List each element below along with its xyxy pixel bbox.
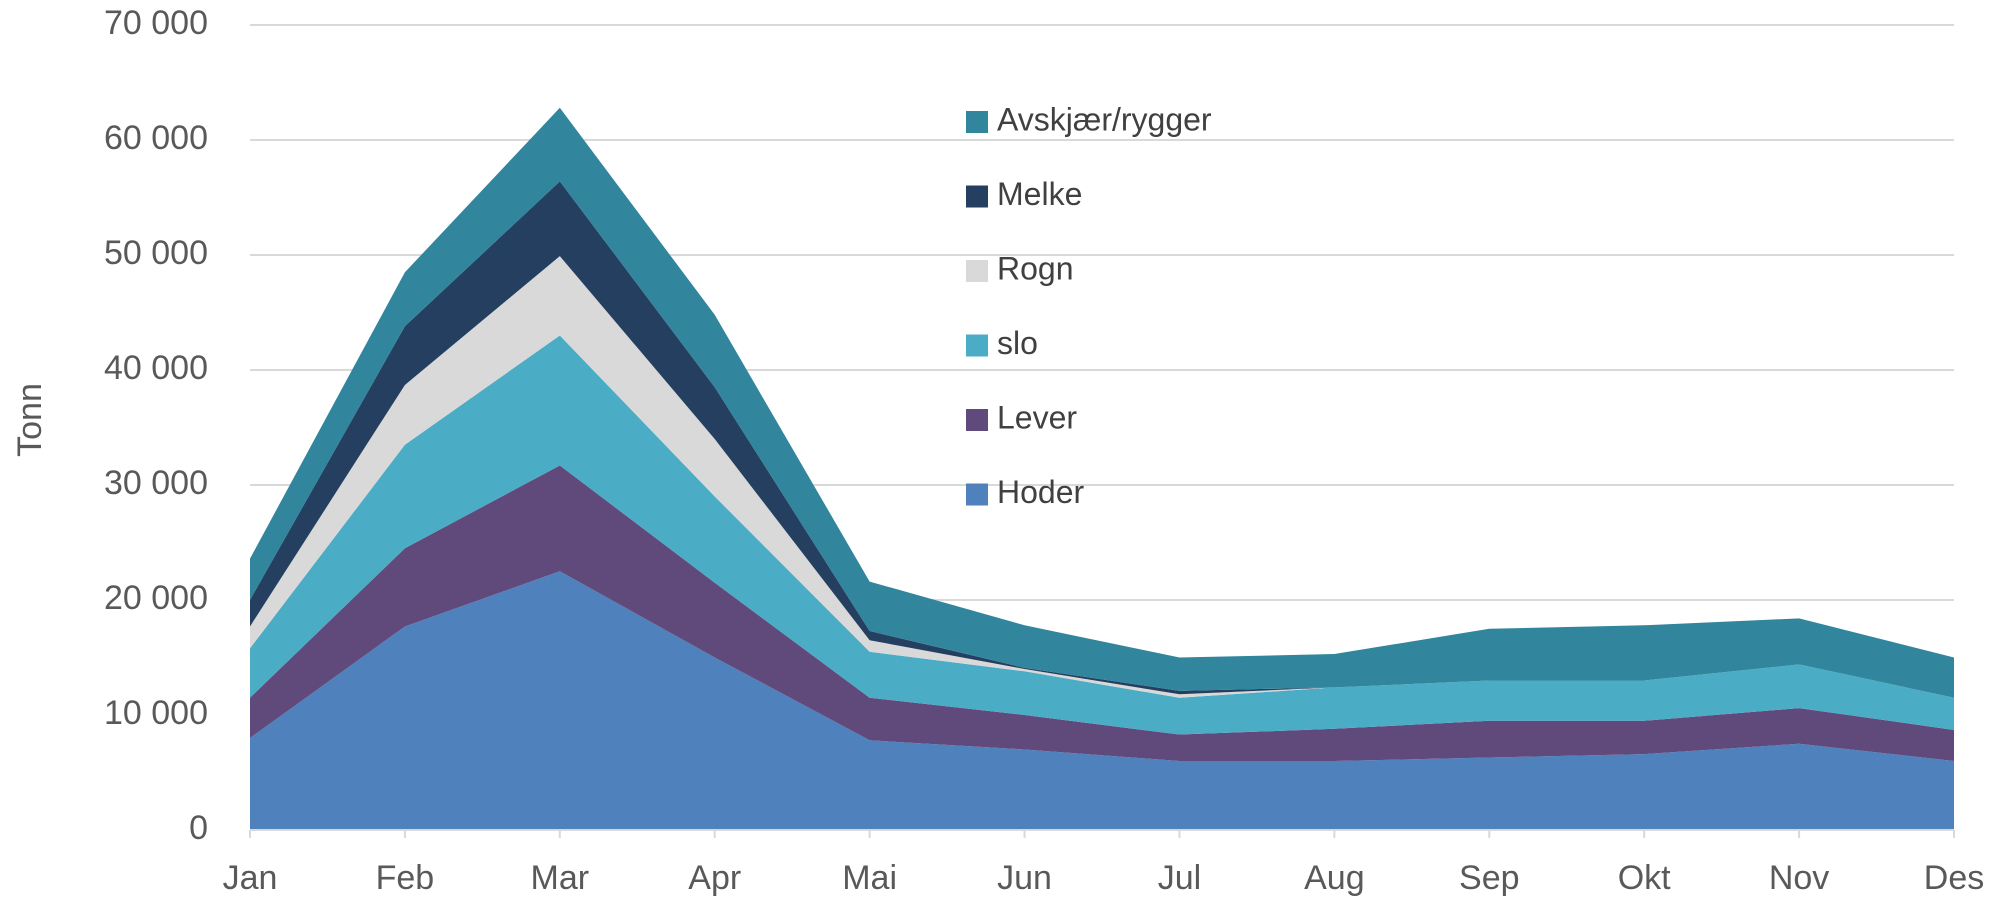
legend-swatch <box>966 483 988 506</box>
x-tick-label: Mai <box>842 859 897 897</box>
y-tick-label: 60 000 <box>104 119 208 157</box>
legend-label: slo <box>997 325 1038 361</box>
x-tick-label: Jan <box>223 859 278 897</box>
y-tick-label: 10 000 <box>104 694 208 732</box>
y-axis-label: Tonn <box>11 383 49 457</box>
x-tick-label: Feb <box>376 859 435 897</box>
legend-swatch <box>966 409 988 431</box>
legend-label: Melke <box>997 176 1082 212</box>
x-tick-label: Sep <box>1459 859 1520 897</box>
x-tick-label: Jun <box>997 859 1052 897</box>
legend-label: Avskjær/rygger <box>997 101 1212 137</box>
legend-swatch <box>966 111 988 133</box>
x-tick-label: Mar <box>531 859 590 897</box>
x-tick-label: Des <box>1924 859 1984 897</box>
area <box>250 465 1954 761</box>
x-tick-label: Nov <box>1769 859 1829 897</box>
x-tick-label: Jul <box>1158 859 1201 897</box>
legend-swatch <box>966 334 988 357</box>
legend-swatch <box>966 185 988 208</box>
legend-label: Lever <box>997 399 1077 435</box>
legend: Hoder Lever slo Rogn Melke Avskjær/rygger <box>966 101 1212 510</box>
area <box>250 335 1954 735</box>
legend-swatch <box>966 260 988 282</box>
y-tick-label: 70 000 <box>104 4 208 42</box>
y-tick-label: 40 000 <box>104 349 208 387</box>
y-tick-label: 20 000 <box>104 579 208 617</box>
area <box>250 107 1954 698</box>
y-tick-label: 50 000 <box>104 234 208 272</box>
x-tick-label: Okt <box>1618 859 1671 897</box>
x-tick-label: Apr <box>688 859 741 897</box>
y-tick-label: 0 <box>189 809 208 847</box>
legend-label: Hoder <box>997 474 1085 510</box>
legend-label: Rogn <box>997 250 1074 286</box>
area <box>250 571 1954 830</box>
x-tick-label: Aug <box>1304 859 1365 897</box>
y-tick-label: 30 000 <box>104 464 208 502</box>
